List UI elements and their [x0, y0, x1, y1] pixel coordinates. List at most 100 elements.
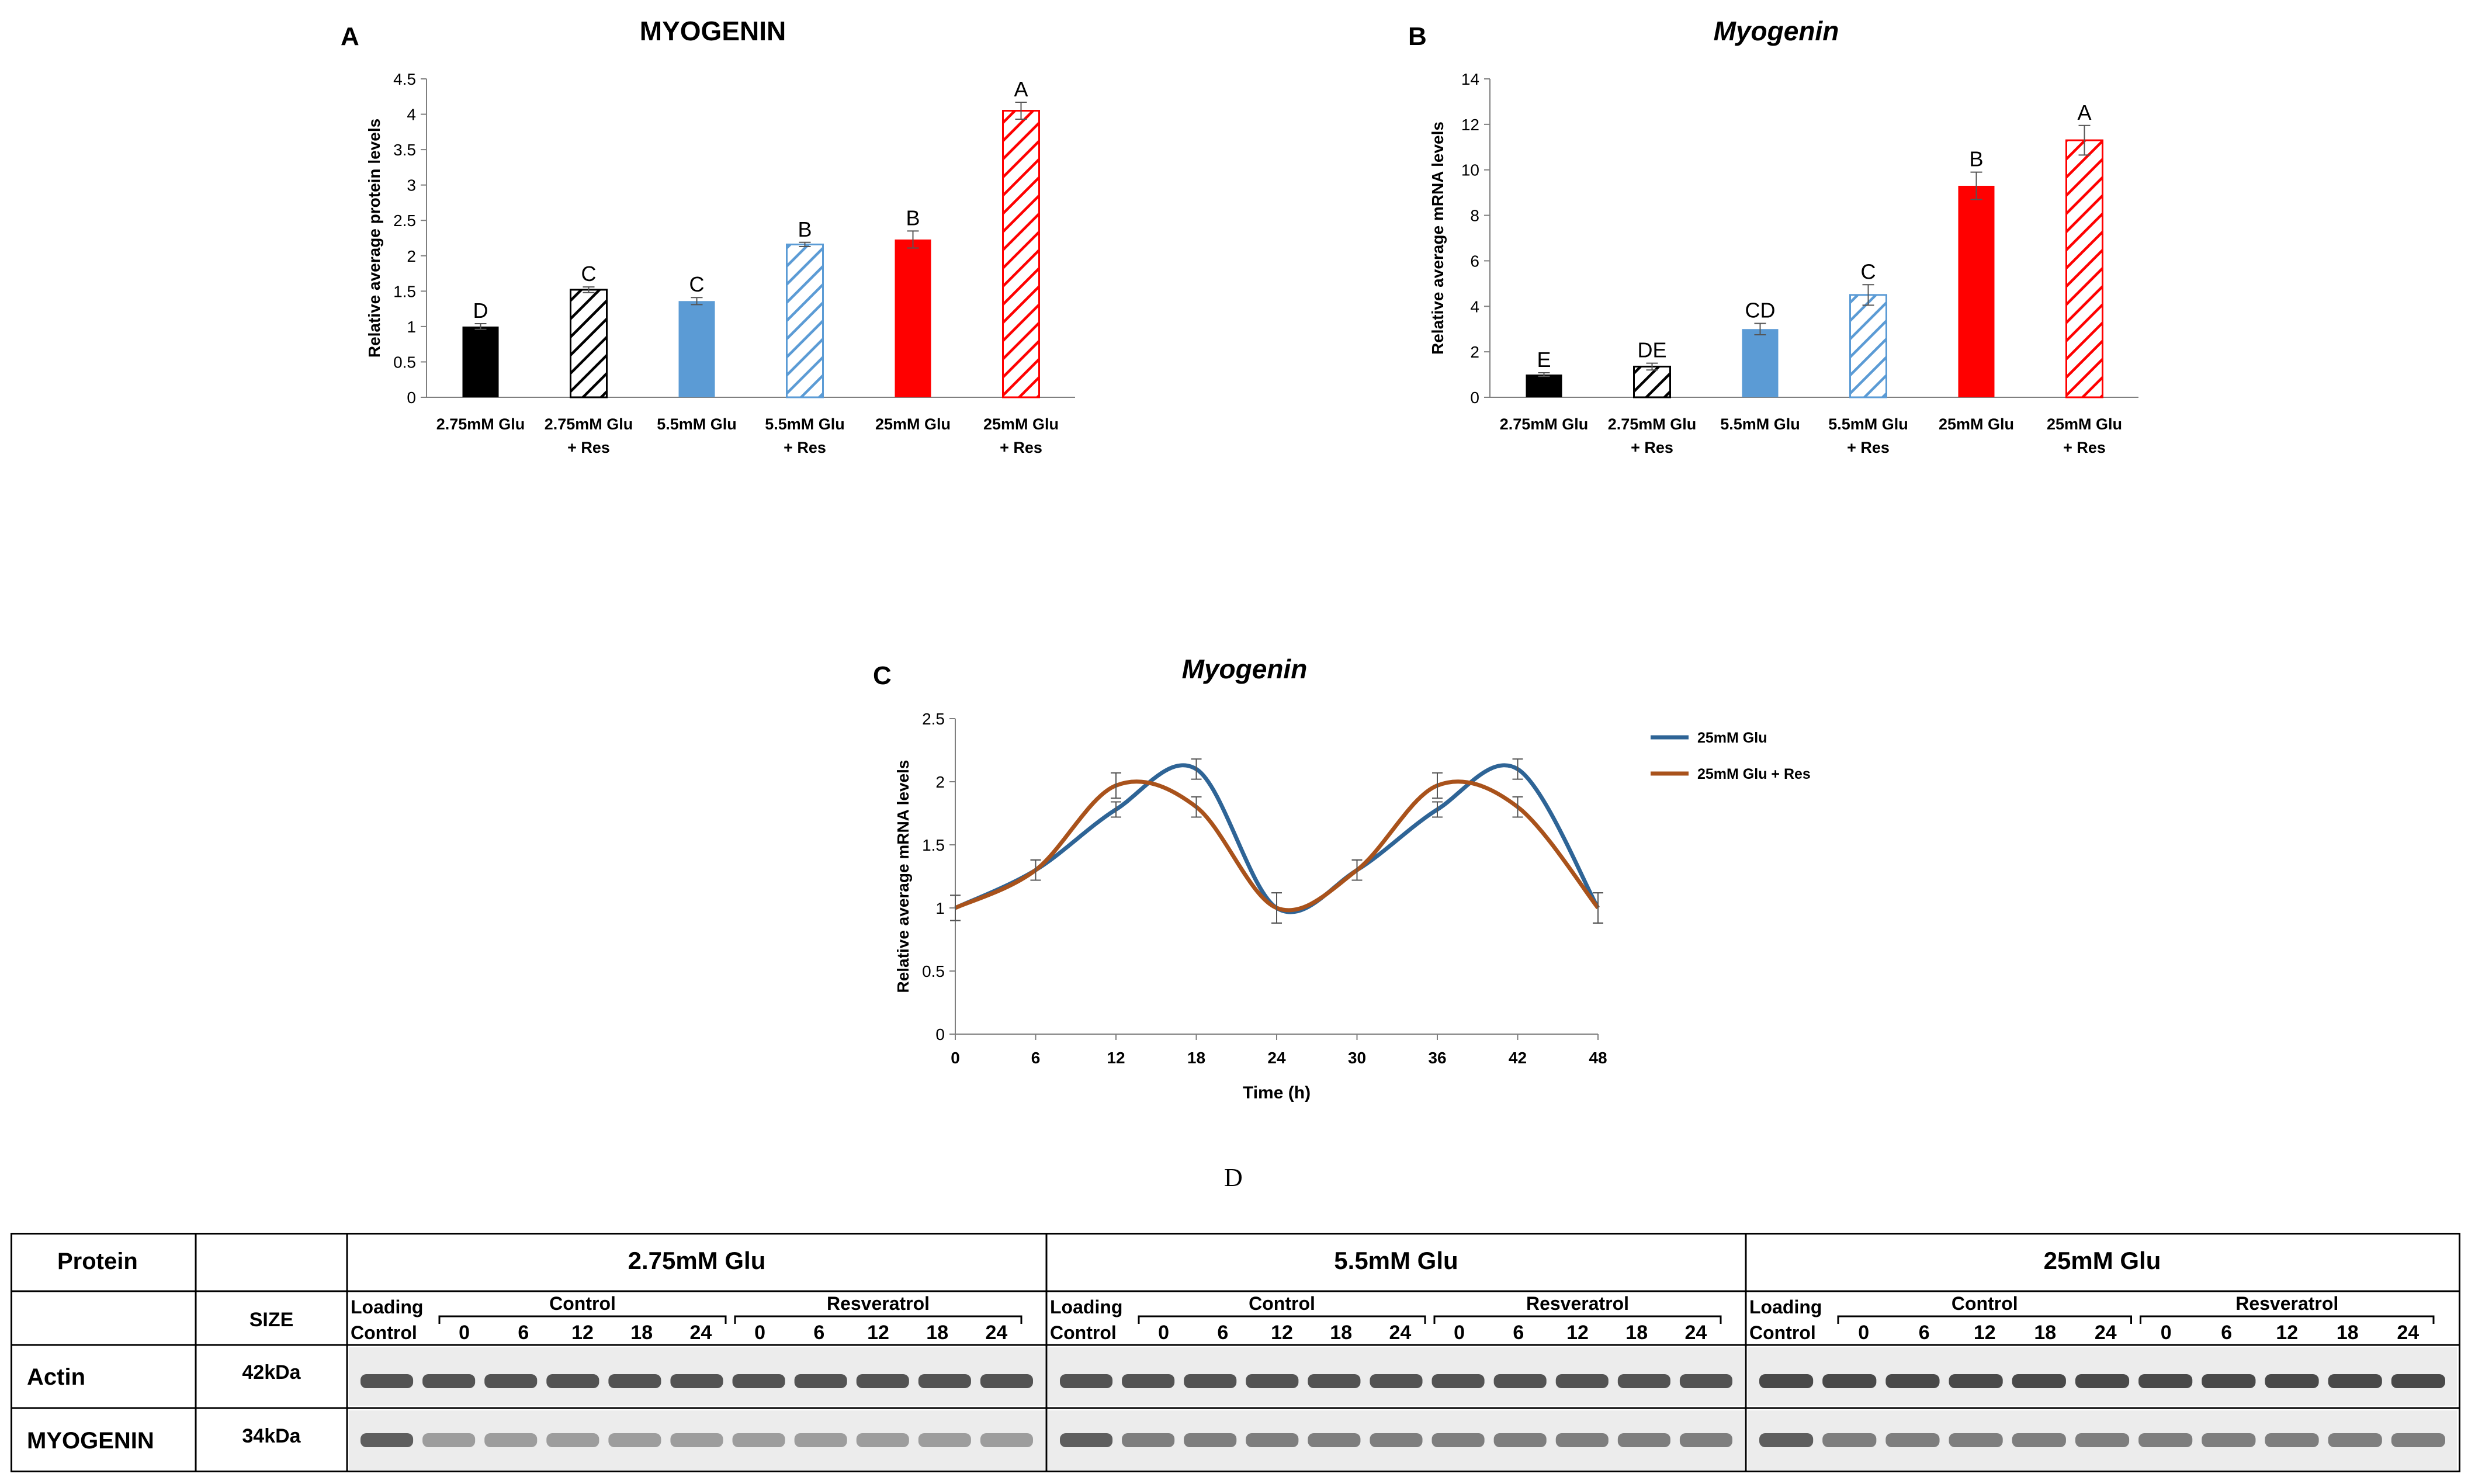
- blot-band: [1431, 1433, 1485, 1447]
- chart-b-sig-letter: DE: [1637, 338, 1666, 362]
- blot-timepoint-label: 18: [2337, 1322, 2359, 1344]
- blot-loading-label: Loading: [351, 1296, 423, 1317]
- blot-band: [856, 1374, 909, 1388]
- blot-subgroup-bracket: [1433, 1315, 1722, 1324]
- blot-group-header: 5.5mM Glu: [1334, 1247, 1458, 1274]
- blot-timepoint-label: 6: [2221, 1322, 2232, 1344]
- blot-subgroup-bracket: [734, 1315, 1022, 1324]
- chart-b-y-tick-label: 6: [1470, 252, 1479, 270]
- blot-subgroup-label: Control: [1249, 1293, 1315, 1314]
- blot-band: [2075, 1374, 2130, 1388]
- blot-band: [918, 1374, 971, 1388]
- chart-b-y-tick-label: 0: [1470, 389, 1479, 407]
- blot-band: [1822, 1433, 1877, 1447]
- blot-timepoint-label: 0: [1158, 1322, 1169, 1344]
- blot-band: [1060, 1433, 1113, 1447]
- blot-protein-header: Protein: [57, 1249, 138, 1274]
- chart-a-category-label: 5.5mM Glu: [657, 415, 737, 433]
- chart-a-y-tick-label: 2.5: [393, 211, 416, 230]
- blot-band: [546, 1433, 599, 1447]
- blot-timepoint-label: 12: [1974, 1322, 1996, 1344]
- blot-timepoint-label: 0: [2161, 1322, 2172, 1344]
- blot-band: [1431, 1374, 1485, 1388]
- blot-band: [918, 1433, 971, 1447]
- chart-b-bar-3: [1742, 329, 1779, 397]
- chart-b: 0 2 4 6 8 10 12 14 Relative average mRNA levels E…: [1429, 70, 2138, 456]
- chart-c-x-tick-label: 30: [1348, 1049, 1366, 1067]
- blot-loading-label: Loading: [1050, 1296, 1122, 1317]
- chart-a-sig-letter: B: [798, 217, 812, 241]
- blot-band: [422, 1433, 476, 1447]
- chart-c-series-line-1: [954, 763, 1600, 914]
- chart-c-y-tick-label: 0.5: [922, 962, 945, 980]
- chart-b-category-label: 25mM Glu: [1939, 415, 2014, 433]
- chart-b-sig-letter: C: [1861, 259, 1876, 283]
- chart-a-sig-letter: D: [473, 299, 488, 323]
- chart-b-sig-letter: E: [1537, 348, 1551, 372]
- blot-timepoint-label: 24: [2095, 1322, 2117, 1344]
- chart-c-y-tick-label: 2: [935, 773, 945, 791]
- blot-band: [2391, 1433, 2445, 1447]
- chart-a-y-tick-label: 2: [407, 247, 416, 265]
- chart-a-bar-4: [786, 243, 824, 398]
- blot-band: [1493, 1433, 1547, 1447]
- blot-band: [1308, 1433, 1361, 1447]
- blot-band: [1060, 1374, 1113, 1388]
- chart-c-x-label: Time (h): [1243, 1083, 1311, 1102]
- chart-b-category-label: 5.5mM Glu: [1720, 415, 1800, 433]
- blot-band: [732, 1374, 785, 1388]
- blot-band: [980, 1374, 1033, 1388]
- blot-band: [608, 1374, 661, 1388]
- chart-a-category-label: 2.75mM Glu: [545, 415, 633, 433]
- blot-band: [2328, 1374, 2382, 1388]
- blot-band: [608, 1433, 661, 1447]
- blot-band: [1679, 1433, 1732, 1447]
- chart-b-y-tick-label: 14: [1461, 70, 1479, 88]
- blot-size-header: SIZE: [249, 1309, 294, 1331]
- blot-timepoint-label: 12: [1566, 1322, 1589, 1344]
- blot-timepoint-label: 18: [630, 1322, 653, 1344]
- blot-band: [484, 1433, 538, 1447]
- chart-b-y-tick-label: 8: [1470, 207, 1479, 225]
- blot-timepoint-label: 24: [2397, 1322, 2419, 1344]
- blot-band: [361, 1433, 414, 1447]
- blot-timepoint-label: 12: [2276, 1322, 2298, 1344]
- chart-a-y-tick-label: 1.5: [393, 282, 416, 300]
- blot-subgroup-label: Resveratrol: [827, 1293, 930, 1314]
- chart-c-x-tick-label: 0: [951, 1049, 960, 1067]
- chart-c-x-tick-label: 24: [1267, 1049, 1286, 1067]
- chart-a-y-tick-label: 3: [407, 176, 416, 195]
- blot-band: [670, 1433, 723, 1447]
- chart-c-legend-label: 25mM Glu + Res: [1697, 766, 1811, 782]
- chart-b-category-label: 5.5mM Glu: [1828, 415, 1908, 433]
- chart-c-x-tick-label: 6: [1031, 1049, 1041, 1067]
- blot-timepoint-label: 24: [1389, 1322, 1411, 1344]
- blot-band: [980, 1433, 1033, 1447]
- chart-b-category-label: 2.75mM Glu: [1500, 415, 1589, 433]
- blot-band: [1617, 1433, 1670, 1447]
- blot-loading-label: Control: [1749, 1322, 1816, 1343]
- blot-row-size: 42kDa: [242, 1361, 301, 1384]
- chart-a-category-label: + Res: [784, 439, 826, 456]
- chart-a-bar-1: [462, 326, 499, 397]
- blot-band: [1122, 1433, 1175, 1447]
- chart-a-title: MYOGENIN: [639, 16, 786, 46]
- chart-a-sig-letter: A: [1014, 77, 1028, 101]
- blot-band: [1949, 1433, 2003, 1447]
- chart-b-bar-2: [1633, 365, 1671, 398]
- chart-a-category-label: 5.5mM Glu: [765, 415, 845, 433]
- chart-b-y-label: Relative average mRNA levels: [1429, 122, 1447, 355]
- blot-band: [2202, 1433, 2256, 1447]
- chart-b-y-tick-label: 10: [1461, 161, 1479, 179]
- chart-a: 0 0.5 1 1.5 2 2.5 3 3.5 4 4.5 Relative average pro…: [365, 70, 1075, 456]
- blot-band: [2138, 1433, 2193, 1447]
- chart-b-y-tick-label: 4: [1470, 297, 1479, 315]
- chart-c-series-line-2: [954, 779, 1600, 913]
- chart-c: 0 0.5 1 1.5 2 2.5 0 6 12 18 24 30 36 42 48 Time (h) Rela…: [894, 710, 1811, 1102]
- chart-a-y-tick-label: 4: [407, 106, 416, 124]
- blot-band: [1493, 1374, 1547, 1388]
- blot-subgroup-label: Resveratrol: [1526, 1293, 1629, 1314]
- blot-band: [670, 1374, 723, 1388]
- blot-timepoint-label: 18: [926, 1322, 948, 1344]
- chart-c-y-label: Relative average mRNA levels: [894, 760, 912, 993]
